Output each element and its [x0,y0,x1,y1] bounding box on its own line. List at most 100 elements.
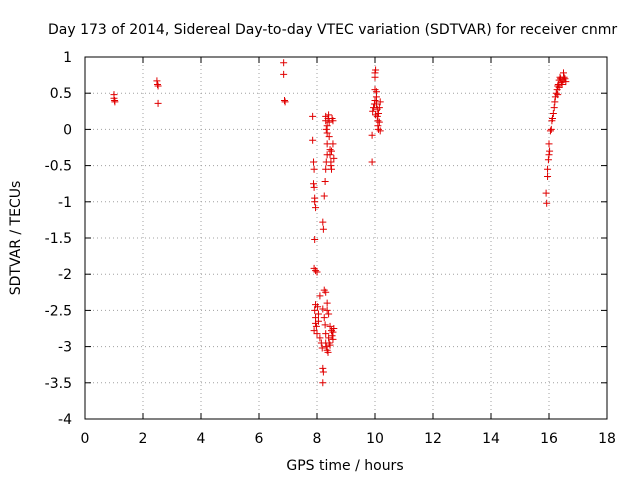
data-point [323,122,331,130]
data-point [560,73,568,81]
data-point [329,140,337,148]
data-point [329,335,337,343]
data-point [368,131,376,139]
data-point [329,328,337,336]
data-point [544,165,552,173]
data-point [319,379,327,387]
data-point [314,317,322,325]
data-point [368,158,376,166]
data-point [323,299,331,307]
data-point [323,306,331,314]
data-point [374,125,382,133]
data-point [325,133,333,141]
data-point [562,78,570,86]
y-tick-label: -3 [58,340,72,356]
x-tick-label: 16 [540,431,558,447]
x-tick-label: 8 [313,431,322,447]
data-point [322,288,330,296]
data-point [328,165,335,173]
data-point [546,147,554,155]
data-point [323,129,331,137]
chart-title: Day 173 of 2014, Sidereal Day-to-day VTE… [48,22,617,38]
data-point [320,192,328,200]
data-point [372,66,380,74]
data-point [311,235,319,243]
data-point [111,98,119,106]
data-point [312,267,320,275]
axis-ticks [84,56,608,420]
data-point [326,151,334,159]
data-point [312,204,320,212]
y-tick-label: -1.5 [45,231,72,247]
data-point [310,165,318,173]
data-point [373,112,381,120]
data-point [369,107,377,115]
data-point [547,125,555,133]
y-tick-label: -3.5 [45,376,72,392]
y-tick-label: 0 [63,122,72,138]
data-point [322,125,330,133]
data-point [550,104,558,112]
data-point [374,109,382,117]
data-point [552,89,560,97]
data-point [324,348,332,356]
data-point [310,183,318,191]
x-tick-label: 14 [482,431,500,447]
x-tick-label: 4 [197,431,206,447]
data-point [319,218,327,226]
data-point [325,111,333,119]
data-point [542,189,550,197]
data-point [376,98,384,106]
data-point [310,158,318,166]
data-point [375,118,383,126]
data-point [319,305,327,313]
data-point [372,111,380,119]
data-point [309,112,317,120]
data-point [154,81,161,89]
tick-labels: 0 2 4 6 8 10 12 14 16 18 1 0.5 0 -0.5 -1 -1.5 -2 -2.5 -3 -3… [45,50,616,447]
data-point [316,334,324,342]
y-tick-label: -2 [58,267,72,283]
data-point [376,127,384,135]
data-point [372,100,380,108]
data-point [325,310,333,318]
data-point [321,321,329,329]
data-point [330,325,338,332]
data-point [318,344,326,352]
data-point [544,156,552,164]
data-point [154,82,162,90]
data-point [554,91,562,99]
data-point [549,109,557,117]
data-point [374,122,382,130]
data-point [310,327,318,335]
data-point [322,343,330,351]
data-point [321,178,329,186]
data-point [316,292,324,300]
y-tick-label: 0.5 [50,86,72,102]
data-point [554,82,562,90]
data-point [372,93,380,101]
x-tick-label: 6 [255,431,264,447]
data-point [560,69,567,77]
grid [85,57,607,419]
y-tick-label: 1 [63,50,72,66]
data-point [312,322,320,330]
data-point [327,162,335,170]
data-point [314,303,322,311]
data-point [330,154,338,162]
plot-frame [84,56,608,420]
data-point [558,81,566,89]
data-point [314,310,322,318]
data-point [320,314,328,322]
data-point [281,96,289,104]
y-tick-label: -2.5 [45,303,72,319]
data-point [311,306,319,314]
data-point [375,104,383,112]
data-point [309,136,317,144]
data-point [545,140,553,148]
data-point [322,330,330,338]
data-point [329,117,337,125]
x-tick-label: 10 [366,431,384,447]
data-points [110,59,570,387]
